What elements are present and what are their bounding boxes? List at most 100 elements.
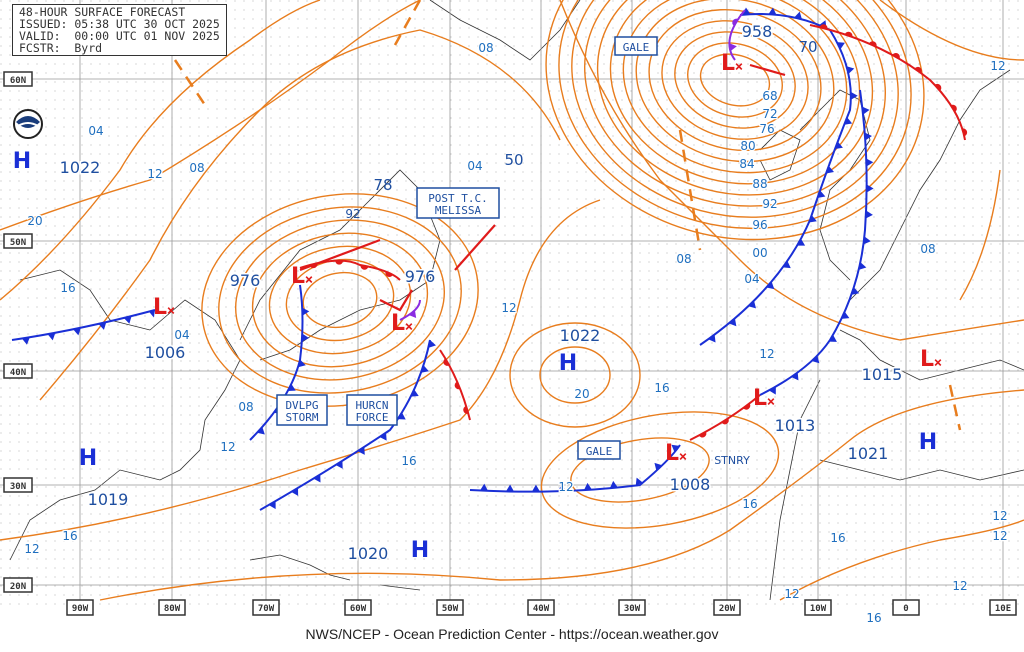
warning-text: GALE bbox=[623, 41, 650, 54]
cold-front-triangle bbox=[811, 355, 820, 364]
lat-label: 60N bbox=[10, 76, 26, 86]
lon-label: 20W bbox=[719, 604, 736, 614]
low-center-x: × bbox=[934, 355, 942, 371]
cold-front-triangle bbox=[797, 238, 806, 246]
warning-box bbox=[577, 440, 621, 460]
isobar-label: 12 bbox=[147, 167, 162, 181]
central-pressure-label: 1020 bbox=[348, 544, 389, 563]
isobar-label: 04 bbox=[174, 328, 189, 342]
low-pressure-symbol: L bbox=[391, 311, 405, 336]
noaa-logo bbox=[13, 109, 43, 139]
warning-text: HURCN bbox=[355, 399, 388, 412]
isobar bbox=[779, 519, 1024, 601]
coastline bbox=[429, 0, 581, 61]
isobar-label: 16 bbox=[654, 381, 669, 395]
cold-front-triangle bbox=[335, 460, 343, 469]
high-pressure-symbol: H bbox=[79, 446, 97, 471]
isobar-label: 16 bbox=[830, 531, 845, 545]
lat-label-box bbox=[3, 71, 33, 87]
central-pressure-label: 1008 bbox=[670, 475, 711, 494]
cold-front-triangle bbox=[766, 281, 775, 290]
isobar bbox=[0, 0, 321, 301]
cold-front-triangle bbox=[841, 311, 850, 319]
cold-front-triangle bbox=[256, 426, 265, 435]
lat-label-box bbox=[3, 233, 33, 249]
isobar bbox=[570, 437, 710, 503]
warning-box bbox=[346, 394, 398, 426]
cold-front-triangle bbox=[834, 141, 843, 150]
isobar bbox=[674, 31, 796, 129]
cold-front-triangle bbox=[863, 236, 871, 245]
trough-line bbox=[948, 384, 962, 431]
cold-front-triangle bbox=[828, 334, 837, 342]
coastline bbox=[839, 329, 1024, 381]
isobar bbox=[661, 20, 809, 140]
lon-label: 30W bbox=[624, 604, 641, 614]
cold-front-triangle bbox=[287, 383, 296, 392]
isobar bbox=[584, 0, 886, 207]
warning-text: GALE bbox=[586, 445, 613, 458]
isobar-label: 20 bbox=[574, 387, 589, 401]
isobar-label: 08 bbox=[238, 400, 253, 414]
cold-front-triangle bbox=[836, 42, 845, 50]
isobar-label: 12 bbox=[220, 440, 235, 454]
coastline bbox=[819, 459, 1024, 481]
cold-front bbox=[759, 89, 868, 396]
lat-label: 50N bbox=[10, 238, 26, 248]
warm-front-semicircle bbox=[385, 271, 393, 278]
cold-front-triangle bbox=[291, 487, 299, 496]
high-pressure-symbol: H bbox=[919, 430, 937, 455]
isobar bbox=[959, 169, 1001, 301]
coastline bbox=[9, 299, 241, 561]
warm-front-semicircle bbox=[914, 66, 922, 74]
lat-label-box bbox=[3, 477, 33, 493]
lon-label-box bbox=[158, 599, 186, 616]
cold-front-triangle bbox=[654, 462, 663, 471]
lon-label: 80W bbox=[164, 604, 181, 614]
fronts bbox=[11, 0, 968, 511]
forecast-title: 48-HOUR SURFACE FORECAST bbox=[19, 5, 186, 19]
cold-front-triangle bbox=[420, 365, 429, 373]
cold-front bbox=[11, 309, 156, 341]
cold-front-triangle bbox=[557, 484, 566, 492]
cold-front-triangle bbox=[428, 340, 436, 348]
warm-front-semicircle bbox=[819, 24, 828, 30]
isobar-label: 84 bbox=[739, 157, 754, 171]
cold-front-triangle bbox=[791, 372, 799, 381]
warning-text: MELISSA bbox=[435, 204, 482, 217]
isobar bbox=[559, 0, 1024, 341]
low-center-x: × bbox=[767, 394, 775, 410]
isobar-label: 20 bbox=[27, 214, 42, 228]
warning-box bbox=[276, 394, 328, 426]
cold-front-triangle bbox=[866, 184, 874, 193]
isobar-label: 12 bbox=[992, 529, 1007, 543]
cold-front-triangle bbox=[817, 190, 826, 198]
isobar bbox=[596, 0, 874, 196]
isobar bbox=[609, 0, 861, 185]
lon-label-box bbox=[804, 599, 832, 616]
forecast-pressure-label: 70 bbox=[798, 38, 817, 56]
warm-front-semicircle bbox=[443, 358, 450, 366]
warning-text: STORM bbox=[285, 411, 318, 424]
isobar-label: 16 bbox=[866, 611, 881, 625]
cold-front-triangle bbox=[850, 91, 858, 100]
lon-label-box bbox=[713, 599, 741, 616]
warm-front-semicircle bbox=[335, 260, 344, 265]
isobar-label: 16 bbox=[401, 454, 416, 468]
central-pressure-label: 1013 bbox=[775, 416, 816, 435]
lon-label: 60W bbox=[350, 604, 367, 614]
lon-label: 0 bbox=[903, 604, 908, 614]
warm-front-semicircle bbox=[934, 83, 942, 91]
isobar-label: 96 bbox=[752, 218, 767, 232]
cold-front-triangle bbox=[742, 7, 751, 15]
cold-front-triangle bbox=[297, 359, 306, 368]
forecast-pressure-label: 50 bbox=[504, 151, 523, 169]
cold-front-triangle bbox=[357, 446, 365, 455]
high-pressure-symbol: H bbox=[559, 351, 577, 376]
high-pressure-symbol: H bbox=[411, 538, 429, 563]
cold-front-triangle bbox=[826, 165, 834, 174]
occluded-front-semicircle bbox=[732, 18, 739, 27]
cold-front-triangle bbox=[313, 474, 321, 483]
warm-front-semicircle bbox=[869, 41, 877, 47]
isobar-label: 12 bbox=[990, 59, 1005, 73]
